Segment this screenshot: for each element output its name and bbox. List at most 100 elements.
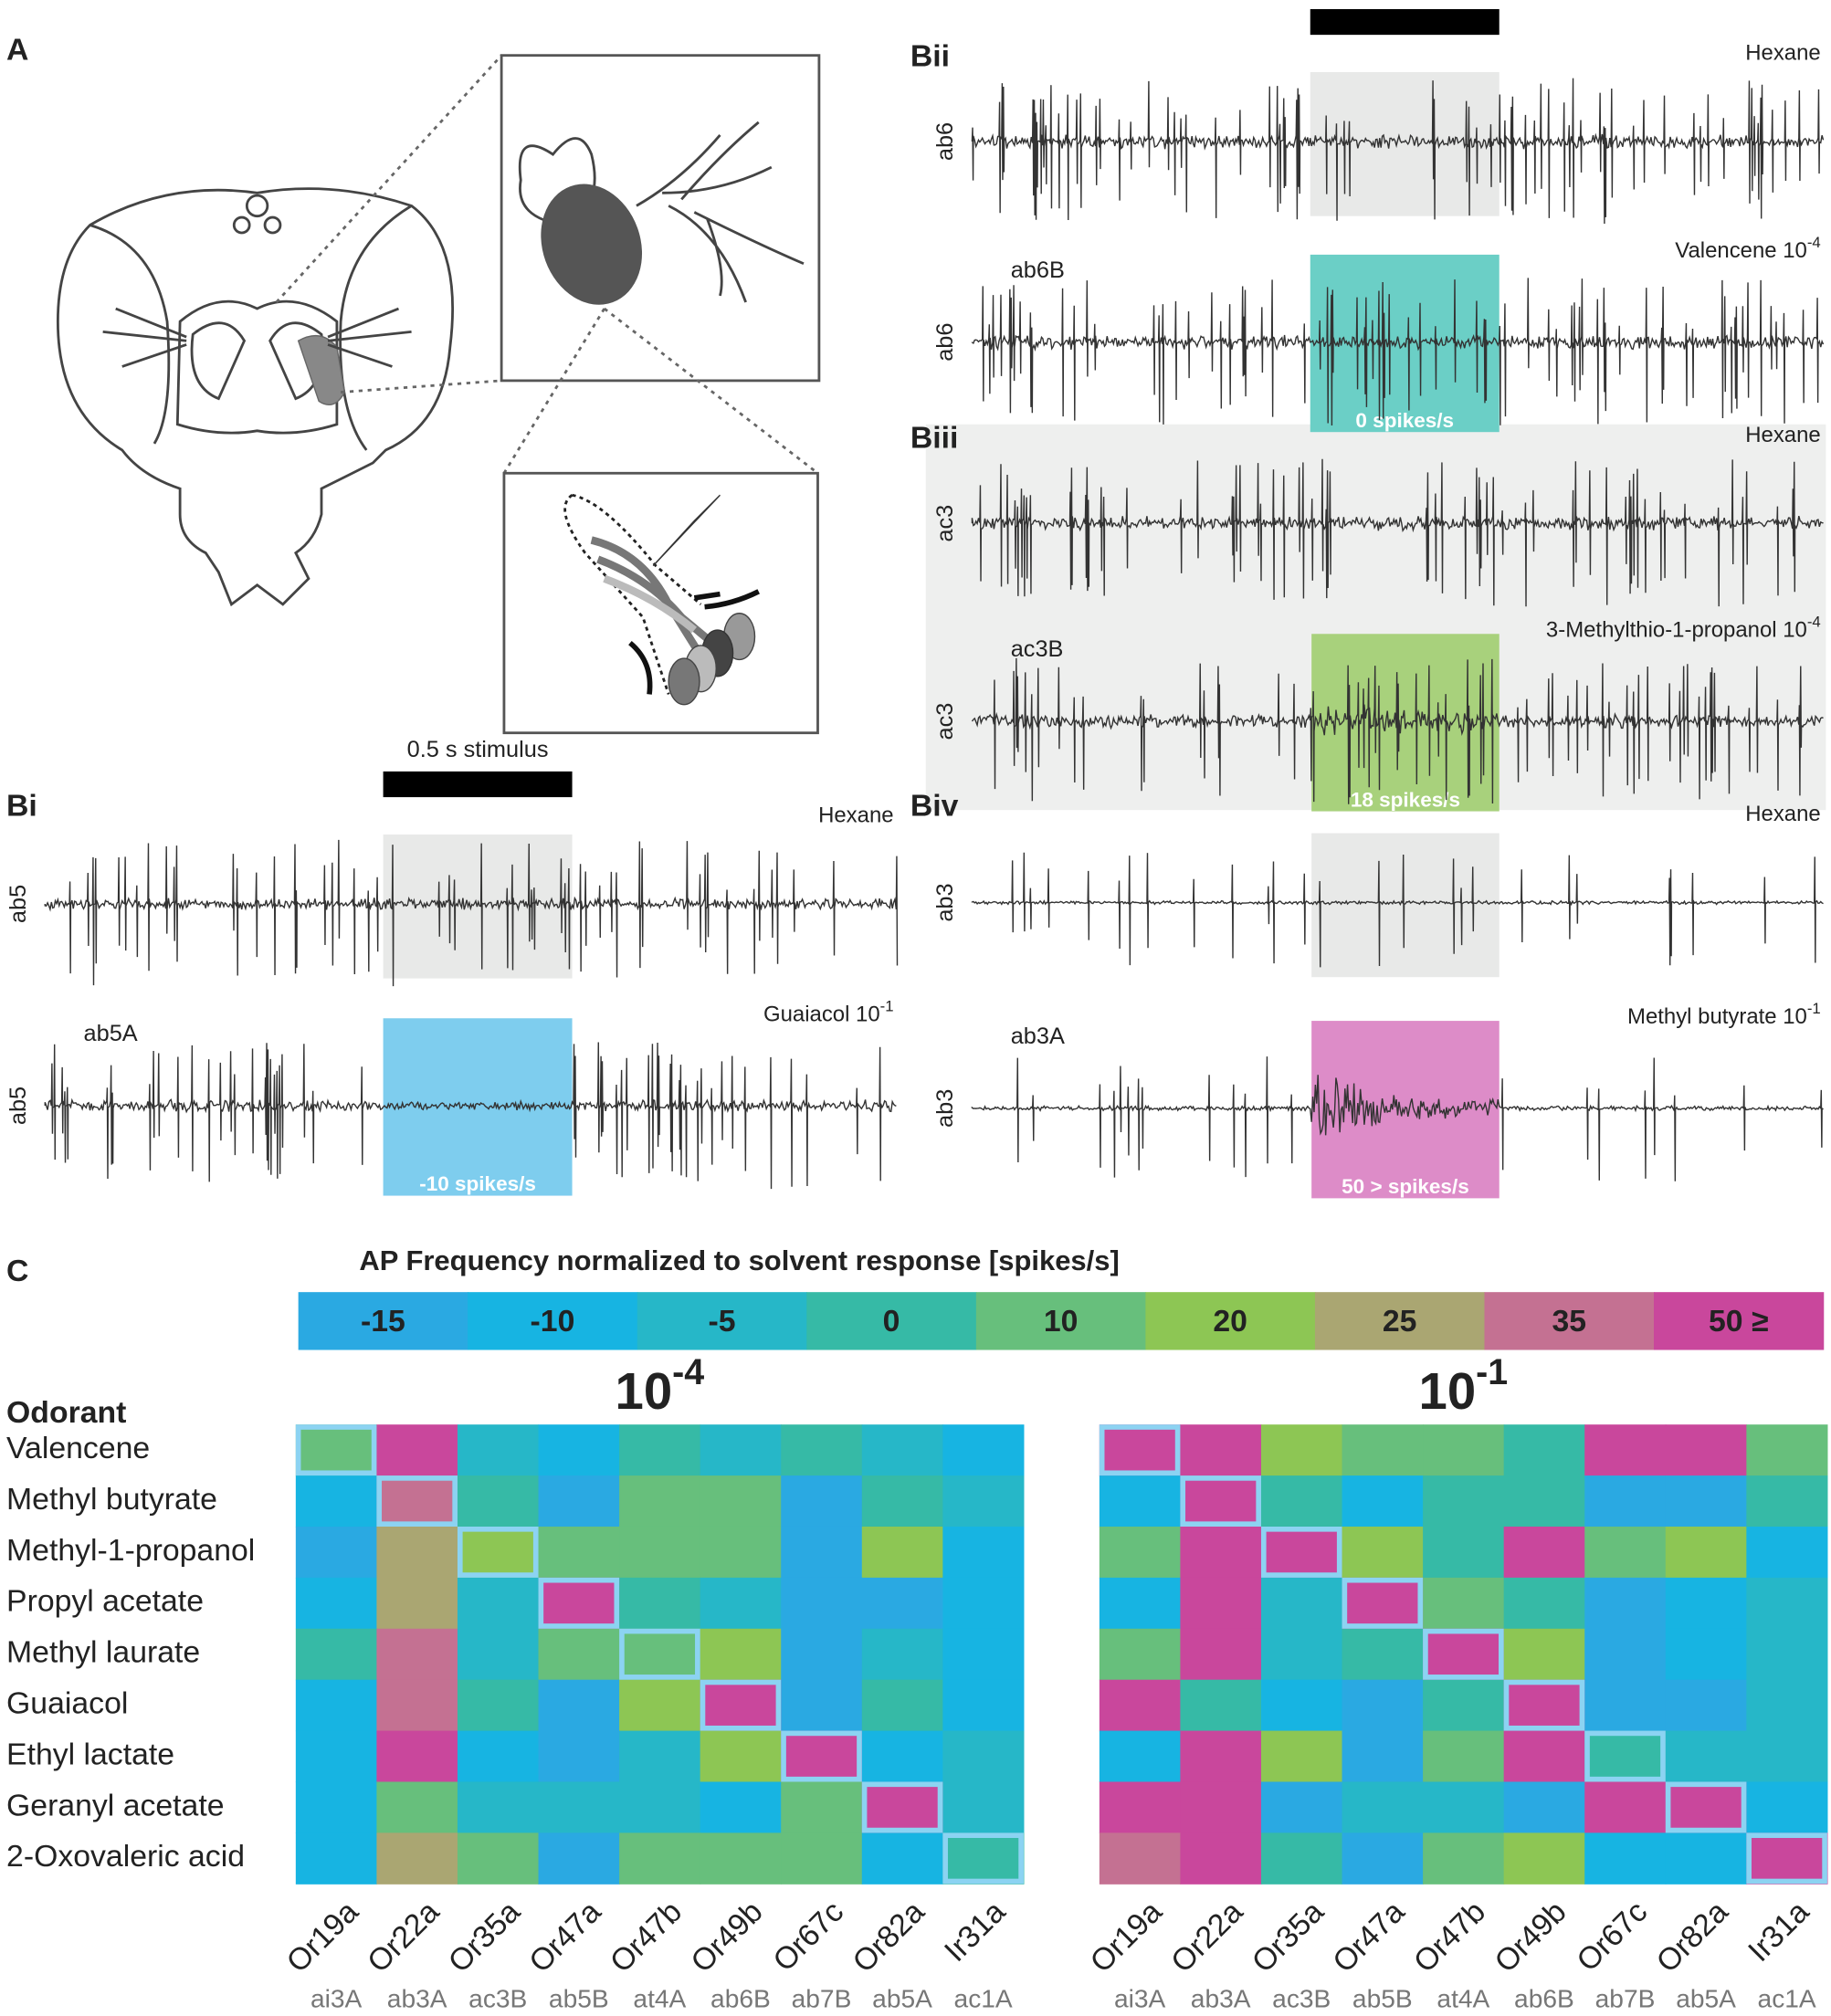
heatmap-cell	[1423, 1526, 1505, 1579]
heatmap-cell	[1665, 1832, 1747, 1885]
heatmap-cell	[1342, 1679, 1424, 1732]
heatmap-cell	[781, 1679, 863, 1732]
colorbar-label: 50 ≥	[1709, 1304, 1769, 1339]
heatmap-cell	[700, 1832, 782, 1885]
heatmap-cell	[457, 1577, 540, 1630]
diagonal-outline	[619, 1628, 700, 1680]
heatmap-cell	[1180, 1577, 1262, 1630]
odorant-label: Hexane	[818, 803, 893, 828]
response-label: 0 spikes/s	[1355, 409, 1454, 432]
heatmap-cell	[457, 1475, 540, 1528]
heatmap-cell	[1342, 1730, 1424, 1783]
odorant-label-base: Methyl butyrate 10	[1627, 1005, 1807, 1030]
heatmap-cell	[295, 1628, 377, 1681]
heatmap-cell	[619, 1832, 701, 1885]
colorbar-swatch	[1654, 1292, 1825, 1350]
receptor-label: Or35a	[1246, 1895, 1331, 1979]
heatmap-cell	[1180, 1781, 1262, 1833]
heatmap-cell	[376, 1475, 458, 1528]
neuron-label: ab6B	[1011, 257, 1065, 283]
heatmap-cell	[1342, 1628, 1424, 1681]
sensillum-label: ab3	[932, 1089, 958, 1128]
neuron-label: ab3A	[387, 1984, 447, 2012]
receptor-label: Or47a	[522, 1895, 607, 1979]
heatmap-cell	[1665, 1526, 1747, 1579]
heatmap-cell	[781, 1577, 863, 1630]
neuron-label: ab5A	[84, 1021, 138, 1046]
receptor-label: Or35a	[442, 1895, 527, 1979]
heatmap-cell	[619, 1730, 701, 1783]
heatmap-cell	[1584, 1832, 1667, 1885]
odorant-header: Odorant	[6, 1395, 126, 1430]
panel-label: Biv	[910, 788, 959, 823]
heatmap-cell	[1099, 1730, 1181, 1783]
trace	[971, 78, 1825, 224]
heatmap-cell	[1260, 1577, 1343, 1630]
heatmap-cell	[1584, 1475, 1667, 1528]
panel-label: Biii	[910, 421, 959, 456]
solvent-box	[1311, 833, 1500, 978]
response-label: 50 > spikes/s	[1342, 1175, 1469, 1198]
response-label: -10 spikes/s	[419, 1172, 536, 1195]
heatmap-cell	[1584, 1730, 1667, 1783]
heatmap-cell	[1260, 1424, 1343, 1476]
odorant-name: Geranyl acetate	[6, 1788, 224, 1822]
neuron-label: ai3A	[310, 1984, 363, 2012]
heatmap-cell	[1260, 1526, 1343, 1579]
colorbar-swatch	[975, 1292, 1147, 1350]
heatmap-cell	[295, 1730, 377, 1783]
heatmap-cell	[295, 1832, 377, 1885]
receptor-label: Or22a	[361, 1895, 446, 1979]
concentration-title-exponent: -4	[672, 1352, 704, 1392]
heatmap-cell	[376, 1628, 458, 1681]
heatmap-cell	[1503, 1526, 1585, 1579]
diagonal-outline	[1180, 1475, 1261, 1527]
colorbar-swatch	[637, 1292, 807, 1350]
heatmap-cell	[861, 1679, 943, 1732]
heatmap-cell	[376, 1679, 458, 1732]
sensillum-label: ac3	[932, 703, 958, 740]
diagonal-outline	[942, 1832, 1024, 1885]
diagonal-outline	[1099, 1424, 1181, 1476]
neuron-label: ac1A	[1758, 1984, 1816, 2012]
sensillum-label: ab3	[932, 883, 958, 921]
heatmap-cell	[1746, 1679, 1828, 1732]
odorant-label-exponent: -1	[1807, 1000, 1821, 1017]
heatmap-cell	[295, 1475, 377, 1528]
heatmap-cell	[781, 1628, 863, 1681]
trace	[44, 1042, 897, 1190]
heatmap-cell	[295, 1577, 377, 1630]
heatmap-cell	[1099, 1526, 1181, 1579]
heatmap-cell	[861, 1577, 943, 1630]
receptor-label: Or82a	[1649, 1895, 1734, 1979]
neuron-label: ab7B	[1595, 1984, 1656, 2012]
trace	[971, 657, 1824, 804]
response-label: 18 spikes/s	[1351, 788, 1460, 811]
heatmap-cell	[700, 1424, 782, 1476]
heatmap-cell	[457, 1424, 540, 1476]
heatmap-cell	[1665, 1628, 1747, 1681]
concentration-title-exponent: -1	[1476, 1352, 1508, 1392]
diagonal-outline	[1342, 1577, 1424, 1629]
heatmap-cell	[1099, 1832, 1181, 1885]
heatmap-cell	[1746, 1577, 1828, 1630]
receptor-label: Or47b	[1407, 1895, 1492, 1979]
heatmap-cell	[1423, 1781, 1505, 1833]
colorbar-label: 20	[1213, 1304, 1247, 1339]
heatmap-cell	[1423, 1628, 1505, 1681]
heatmap-cell	[1260, 1475, 1343, 1528]
heatmap-cell	[538, 1475, 620, 1528]
heatmap-cell	[1260, 1832, 1343, 1885]
heatmap-cell	[1180, 1730, 1262, 1783]
heatmap-cell	[1099, 1628, 1181, 1681]
neuron-label: ab3A	[1191, 1984, 1251, 2012]
odorant-label: Methyl butyrate 10-1	[1627, 1000, 1821, 1029]
odorant-label: Hexane	[1745, 802, 1820, 826]
stimulus-bar	[1310, 8, 1500, 36]
receptor-label: Or47a	[1326, 1895, 1411, 1979]
heatmap-cell	[457, 1526, 540, 1579]
sensillum-label: ab6	[932, 122, 958, 161]
neuron-label: ac1A	[954, 1984, 1013, 2012]
neuron-label: ab6B	[710, 1984, 771, 2012]
heatmap-cell	[1260, 1730, 1343, 1783]
